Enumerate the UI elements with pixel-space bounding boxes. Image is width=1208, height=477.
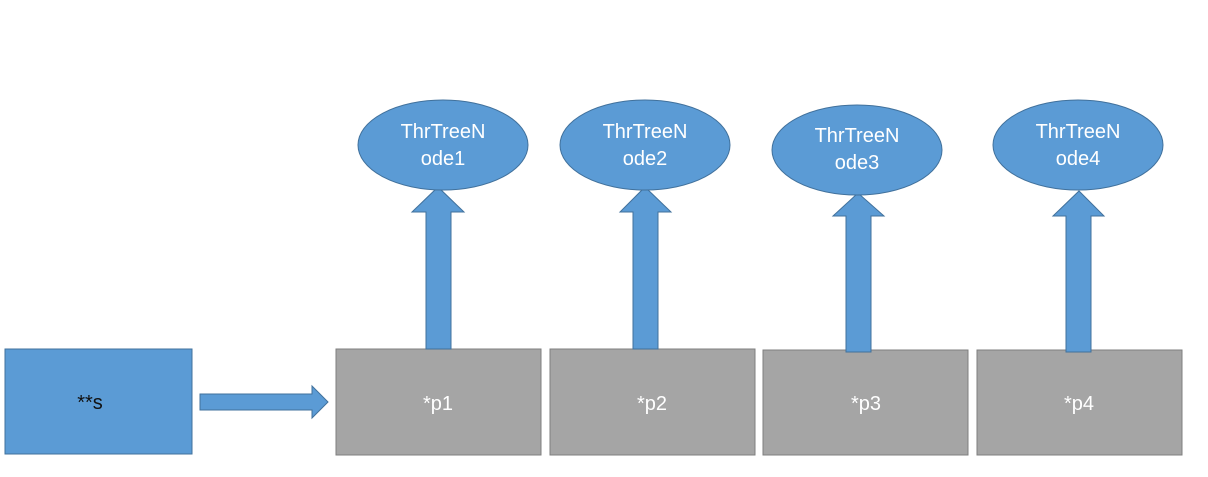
- node-label-line1: ThrTreeN: [815, 125, 900, 147]
- node-ellipse-2: ThrTreeN ode2: [559, 99, 731, 191]
- pointer-cell-rect: [762, 349, 969, 456]
- node-label-line2: ode4: [1056, 148, 1101, 170]
- pointer-cell-label: *p4: [1064, 393, 1094, 415]
- pointer-cell-2: *p2: [549, 348, 756, 456]
- node-ellipse-shape: [559, 99, 731, 191]
- node-label-line2: ode3: [835, 152, 880, 174]
- node-label-line2: ode1: [421, 148, 466, 170]
- pointer-cell-3: *p3: [762, 349, 969, 456]
- pointer-cell-rect: [976, 349, 1183, 456]
- pointer-cell-4: *p4: [976, 349, 1183, 456]
- pointer-cell-label: *p3: [851, 393, 881, 415]
- node-label-line1: ThrTreeN: [1036, 121, 1121, 143]
- up-arrow-2: [618, 186, 673, 350]
- node-ellipse-shape: [771, 104, 943, 196]
- up-arrow-1: [410, 186, 466, 350]
- node-ellipse-1: ThrTreeN ode1: [357, 99, 529, 191]
- pointer-cell-label: *p2: [637, 393, 667, 415]
- node-ellipse-shape: [992, 99, 1164, 191]
- pointer-cell-label: *p1: [423, 393, 453, 415]
- up-arrow-4: [1051, 190, 1106, 353]
- pointer-cell-rect: [335, 348, 542, 456]
- source-box-rect: [4, 348, 193, 455]
- right-arrow: [199, 384, 329, 420]
- up-arrow-3: [831, 192, 886, 353]
- node-ellipse-4: ThrTreeN ode4: [992, 99, 1164, 191]
- node-label-line1: ThrTreeN: [401, 121, 486, 143]
- node-label-line1: ThrTreeN: [603, 121, 688, 143]
- node-ellipse-shape: [357, 99, 529, 191]
- node-ellipse-3: ThrTreeN ode3: [771, 104, 943, 196]
- source-box-label: **s: [77, 392, 103, 414]
- node-label-line2: ode2: [623, 148, 668, 170]
- pointer-cell-1: *p1: [335, 348, 542, 456]
- source-box: **s: [4, 348, 193, 455]
